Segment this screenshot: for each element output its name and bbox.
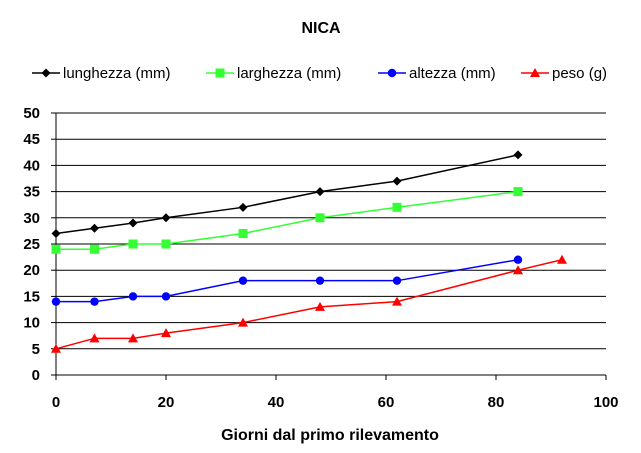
data-point-peso-2	[128, 333, 138, 343]
data-point-larghezza-7	[513, 187, 523, 197]
chart-title: NICA	[301, 20, 341, 37]
series-line-larghezza	[56, 190, 519, 250]
data-point-altezza-7	[513, 255, 523, 264]
x-tick-label-0: 0	[52, 394, 60, 411]
data-point-lunghezza-6	[392, 176, 402, 186]
data-point-peso-0	[51, 343, 61, 353]
data-point-larghezza-6	[392, 202, 402, 212]
data-point-altezza-0	[51, 297, 61, 306]
data-point-lunghezza-2	[128, 218, 138, 228]
data-point-larghezza-2	[128, 239, 138, 249]
data-point-peso-4	[238, 317, 248, 327]
y-tick-label-0: 0	[32, 367, 40, 384]
y-tick-label-10: 10	[23, 315, 40, 332]
legend-label-altezza: altezza (mm)	[409, 65, 496, 82]
legend: lunghezza (mm) larghezza (mm) altezza (mm)…	[32, 65, 607, 82]
data-point-lunghezza-4	[238, 202, 248, 212]
axes	[51, 112, 607, 380]
data-point-peso-8	[557, 254, 567, 264]
x-tick-label-60: 60	[378, 394, 395, 411]
data-point-lunghezza-5	[315, 187, 325, 197]
series-line-altezza	[56, 258, 519, 303]
data-point-altezza-2	[128, 292, 138, 301]
data-point-altezza-5	[315, 276, 325, 285]
x-tick-label-80: 80	[488, 394, 505, 411]
data-point-altezza-3	[161, 292, 171, 301]
series-group	[51, 150, 567, 353]
legend-marker-altezza	[387, 68, 397, 78]
data-point-peso-1	[89, 333, 100, 343]
y-tick-label-15: 15	[23, 288, 40, 305]
data-point-lunghezza-0	[51, 229, 61, 239]
y-tick-label-25: 25	[23, 236, 40, 253]
y-tick-label-45: 45	[23, 131, 40, 148]
y-tick-label-50: 50	[23, 105, 40, 122]
x-tick-label-100: 100	[593, 394, 618, 411]
data-point-lunghezza-7	[513, 150, 523, 160]
x-tick-label-40: 40	[268, 394, 285, 411]
y-tick-label-30: 30	[23, 210, 40, 227]
tick-labels: 0 5 10 15 20 25 30 35 40 45 50 0 20 40 60 80 100	[23, 105, 618, 411]
y-tick-label-20: 20	[23, 262, 40, 279]
x-axis-title: Giorni dal primo rilevamento	[221, 427, 439, 444]
series-line-lunghezza	[55, 154, 519, 235]
gridlines	[56, 112, 606, 350]
data-point-larghezza-4	[238, 229, 248, 239]
data-point-peso-5	[315, 301, 325, 311]
x-tick-label-20: 20	[158, 394, 175, 411]
data-point-larghezza-5	[315, 213, 325, 223]
data-point-peso-3	[161, 328, 171, 338]
data-point-altezza-1	[90, 297, 99, 306]
data-point-altezza-4	[238, 276, 248, 285]
legend-marker-larghezza	[215, 68, 225, 78]
legend-label-peso: peso (g)	[552, 65, 607, 82]
data-point-altezza-6	[392, 276, 402, 285]
legend-marker-lunghezza	[41, 68, 51, 78]
data-point-larghezza-3	[161, 239, 171, 249]
data-point-larghezza-1	[90, 244, 99, 254]
legend-label-lunghezza: lunghezza (mm)	[63, 65, 171, 82]
data-point-lunghezza-3	[161, 213, 171, 223]
data-point-peso-7	[513, 265, 523, 275]
y-tick-label-35: 35	[23, 184, 40, 201]
data-point-lunghezza-1	[90, 223, 99, 233]
data-point-larghezza-0	[51, 244, 61, 254]
legend-label-larghezza: larghezza (mm)	[237, 65, 341, 82]
y-tick-label-5: 5	[32, 341, 40, 358]
data-point-peso-6	[392, 296, 402, 306]
legend-marker-peso	[530, 68, 540, 77]
y-tick-label-40: 40	[23, 157, 40, 174]
